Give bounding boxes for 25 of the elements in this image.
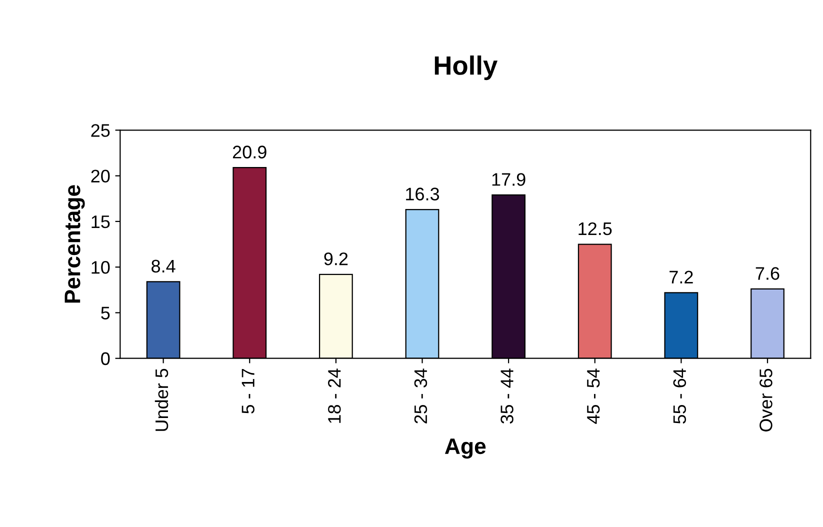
x-tick-label: Over 65 xyxy=(760,368,772,432)
data-label: 20.9 xyxy=(232,146,266,158)
y-tick-label: 0 xyxy=(101,352,110,366)
x-tick-label: 25 - 34 xyxy=(414,368,428,424)
y-axis-title: Percentage xyxy=(64,185,85,303)
x-tick-label: 45 - 54 xyxy=(587,368,600,424)
x-tick-label: Under 5 xyxy=(154,368,168,431)
data-label: 8.4 xyxy=(152,260,176,273)
y-tick-label: 5 xyxy=(101,306,110,320)
data-label: 16.3 xyxy=(406,188,440,200)
data-label: 9.2 xyxy=(324,252,348,266)
data-label: 7.6 xyxy=(756,267,780,280)
y-tick-label: 15 xyxy=(92,216,110,228)
chart-title: Holly xyxy=(434,55,498,80)
y-tick-label: 20 xyxy=(91,170,110,183)
x-tick-label: 18 - 24 xyxy=(328,368,341,423)
data-label: 7.2 xyxy=(670,270,693,284)
x-tick-label: 5 - 17 xyxy=(242,368,254,414)
x-axis-title: Age xyxy=(444,438,486,459)
y-tick-label: 25 xyxy=(91,124,110,137)
x-tick-label: 55 - 64 xyxy=(673,368,686,424)
data-label: 12.5 xyxy=(578,222,612,236)
data-label: 17.9 xyxy=(492,173,526,186)
x-tick-label: 35 - 44 xyxy=(500,368,514,424)
y-tick-label: 10 xyxy=(92,261,110,274)
